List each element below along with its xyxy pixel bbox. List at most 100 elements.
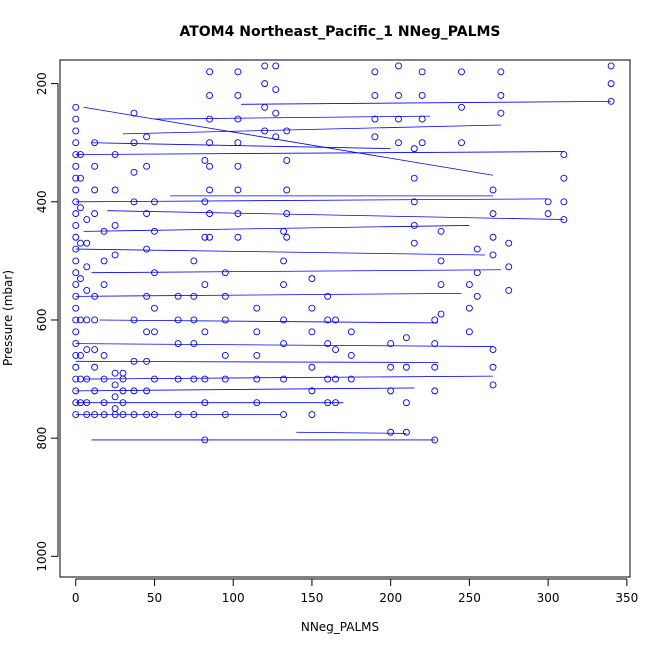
data-point	[437, 281, 445, 288]
data-point	[151, 411, 158, 418]
data-point	[77, 239, 84, 247]
data-point	[91, 387, 99, 395]
data-point	[489, 251, 497, 259]
data-point	[387, 428, 395, 436]
data-point	[280, 281, 288, 288]
data-point	[174, 375, 182, 383]
data-point	[190, 316, 198, 324]
data-point	[280, 316, 288, 324]
data-point	[111, 369, 119, 377]
data-point	[280, 375, 288, 383]
data-point	[72, 174, 80, 182]
x-axis-label: NNeg_PALMS	[301, 620, 379, 634]
data-point	[387, 387, 395, 395]
data-point	[72, 269, 80, 277]
data-point	[83, 316, 91, 324]
series-line	[75, 198, 549, 203]
data-point	[272, 109, 280, 117]
data-point	[253, 375, 261, 383]
data-point	[72, 186, 80, 194]
data-point	[402, 363, 410, 371]
data-point	[206, 210, 214, 218]
data-point	[489, 381, 497, 389]
data-point	[72, 340, 80, 348]
data-point	[91, 162, 99, 170]
data-point	[308, 304, 316, 312]
data-point	[402, 334, 410, 342]
data-point	[190, 340, 198, 348]
data-point	[283, 127, 291, 135]
series-line	[154, 115, 431, 120]
data-point	[72, 281, 80, 288]
data-point	[560, 216, 568, 223]
data-point	[206, 115, 214, 123]
data-point	[560, 151, 568, 158]
data-point	[489, 363, 497, 371]
series-line	[75, 387, 415, 392]
data-point	[174, 340, 182, 348]
data-point	[489, 233, 497, 241]
data-point	[83, 286, 91, 294]
data-point	[83, 399, 91, 407]
data-point	[100, 411, 108, 418]
data-point	[234, 233, 242, 241]
data-point	[221, 375, 229, 383]
data-point	[77, 204, 84, 212]
data-point	[111, 411, 119, 418]
data-point	[261, 62, 269, 70]
data-point	[560, 198, 568, 206]
data-point	[206, 92, 214, 99]
data-point	[143, 133, 151, 141]
data-point	[261, 127, 269, 135]
data-point	[253, 304, 261, 312]
data-point	[83, 346, 91, 353]
data-point	[497, 68, 505, 76]
data-point	[151, 328, 158, 336]
data-point	[473, 292, 481, 300]
data-point	[431, 316, 439, 324]
data-point	[100, 351, 108, 359]
data-point	[308, 387, 316, 395]
series-line	[91, 142, 391, 150]
data-point	[77, 174, 84, 182]
x-axis: 0 50 100 150 200 250 300 350	[72, 578, 638, 605]
data-point	[72, 316, 80, 324]
data-point	[72, 245, 80, 253]
data-point	[72, 221, 80, 229]
data-point	[111, 381, 119, 389]
data-point	[497, 109, 505, 117]
data-point	[387, 363, 395, 371]
data-point	[431, 340, 439, 348]
data-point	[308, 275, 316, 283]
x-tick-label: 0	[72, 591, 80, 605]
data-point	[91, 316, 99, 324]
series-line	[83, 225, 470, 232]
data-point	[119, 375, 127, 383]
data-point	[100, 227, 108, 235]
data-point	[100, 257, 108, 265]
data-point	[410, 198, 418, 206]
data-point	[83, 375, 91, 383]
series-line	[83, 375, 494, 380]
data-point	[371, 115, 379, 123]
data-point	[280, 227, 288, 235]
x-tick-label: 100	[222, 591, 245, 605]
data-point	[280, 411, 288, 418]
data-point	[72, 103, 80, 111]
data-point	[91, 139, 99, 147]
data-point	[111, 186, 119, 194]
data-point	[418, 139, 426, 147]
data-point	[91, 346, 99, 353]
data-point	[130, 387, 138, 395]
x-tick-label: 50	[147, 591, 162, 605]
data-point	[347, 351, 355, 359]
data-point	[190, 292, 198, 300]
data-point	[607, 97, 615, 105]
data-point	[458, 68, 465, 76]
series-line	[122, 124, 501, 135]
data-point	[465, 328, 473, 336]
data-point	[371, 92, 379, 99]
series-line	[91, 269, 501, 274]
data-point	[560, 174, 568, 182]
data-point	[308, 411, 316, 418]
